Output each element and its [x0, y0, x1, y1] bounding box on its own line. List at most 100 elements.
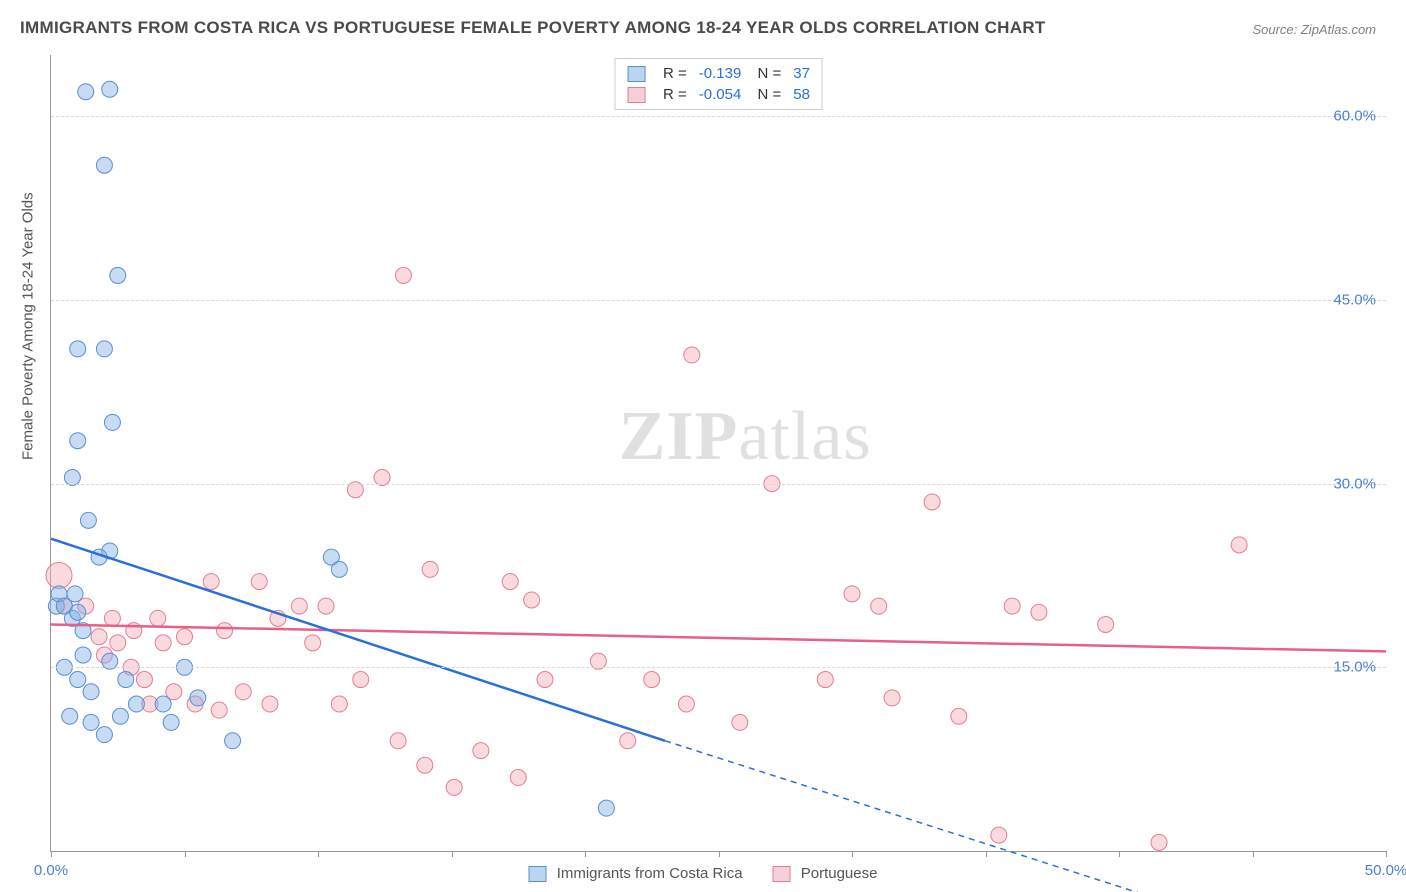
data-point-pink	[291, 598, 307, 614]
data-point-blue	[110, 267, 126, 283]
data-point-pink	[395, 267, 411, 283]
data-point-pink	[732, 714, 748, 730]
data-point-pink	[1098, 616, 1114, 632]
data-point-blue	[190, 690, 206, 706]
legend-item-blue: Immigrants from Costa Rica	[529, 865, 743, 882]
swatch-pink-icon	[773, 866, 791, 882]
data-point-blue	[83, 684, 99, 700]
x-tick	[452, 851, 453, 857]
data-point-blue	[128, 696, 144, 712]
data-point-blue	[331, 561, 347, 577]
y-tick-label: 15.0%	[1333, 659, 1376, 676]
data-point-blue	[83, 714, 99, 730]
data-point-pink	[1231, 537, 1247, 553]
data-point-pink	[203, 574, 219, 590]
data-point-blue	[155, 696, 171, 712]
data-point-blue	[70, 604, 86, 620]
data-point-pink	[446, 779, 462, 795]
data-point-blue	[163, 714, 179, 730]
x-tick-label: 50.0%	[1365, 862, 1406, 879]
data-point-pink	[390, 733, 406, 749]
data-point-pink	[644, 672, 660, 688]
data-point-pink	[473, 743, 489, 759]
x-tick	[719, 851, 720, 857]
y-axis-label: Female Poverty Among 18-24 Year Olds	[20, 192, 37, 460]
gridline-h	[51, 300, 1386, 301]
x-tick	[986, 851, 987, 857]
data-point-pink	[217, 623, 233, 639]
legend-pink-label: Portuguese	[801, 865, 878, 882]
data-point-blue	[112, 708, 128, 724]
data-point-pink	[417, 757, 433, 773]
x-tick	[185, 851, 186, 857]
x-tick	[1119, 851, 1120, 857]
data-point-blue	[96, 727, 112, 743]
data-point-pink	[871, 598, 887, 614]
data-point-pink	[1151, 834, 1167, 850]
data-point-pink	[155, 635, 171, 651]
x-tick	[1253, 851, 1254, 857]
data-point-pink	[318, 598, 334, 614]
x-tick	[852, 851, 853, 857]
data-point-blue	[118, 672, 134, 688]
data-point-pink	[684, 347, 700, 363]
data-point-blue	[70, 672, 86, 688]
gridline-h	[51, 667, 1386, 668]
x-tick	[1386, 851, 1387, 857]
data-point-pink	[150, 610, 166, 626]
data-point-pink	[104, 610, 120, 626]
data-point-pink	[46, 562, 72, 588]
data-point-pink	[524, 592, 540, 608]
legend-blue-label: Immigrants from Costa Rica	[557, 865, 743, 882]
regression-line-blue	[51, 539, 665, 741]
data-point-pink	[211, 702, 227, 718]
data-point-pink	[305, 635, 321, 651]
data-point-pink	[422, 561, 438, 577]
y-tick-label: 60.0%	[1333, 108, 1376, 125]
source-attribution: Source: ZipAtlas.com	[1252, 22, 1376, 37]
data-point-blue	[225, 733, 241, 749]
x-tick-label: 0.0%	[34, 862, 68, 879]
scatter-svg	[51, 55, 1386, 851]
data-point-pink	[110, 635, 126, 651]
data-point-pink	[1004, 598, 1020, 614]
data-point-blue	[75, 647, 91, 663]
data-point-pink	[620, 733, 636, 749]
data-point-pink	[951, 708, 967, 724]
data-point-pink	[1031, 604, 1047, 620]
legend-item-pink: Portuguese	[773, 865, 878, 882]
plot-area: ZIPatlas R = -0.139 N = 37 R = -0.054 N …	[50, 55, 1386, 852]
x-tick	[318, 851, 319, 857]
data-point-pink	[177, 629, 193, 645]
data-point-blue	[78, 84, 94, 100]
regression-line-pink	[51, 624, 1386, 651]
data-point-blue	[104, 414, 120, 430]
data-point-pink	[331, 696, 347, 712]
data-point-pink	[91, 629, 107, 645]
data-point-pink	[991, 827, 1007, 843]
data-point-blue	[96, 341, 112, 357]
x-tick	[51, 851, 52, 857]
data-point-pink	[884, 690, 900, 706]
data-point-pink	[136, 672, 152, 688]
data-point-blue	[70, 433, 86, 449]
data-point-blue	[70, 341, 86, 357]
data-point-blue	[102, 81, 118, 97]
y-tick-label: 45.0%	[1333, 291, 1376, 308]
data-point-blue	[96, 157, 112, 173]
y-tick-label: 30.0%	[1333, 475, 1376, 492]
data-point-pink	[924, 494, 940, 510]
data-point-blue	[67, 586, 83, 602]
data-point-blue	[80, 512, 96, 528]
chart-title: IMMIGRANTS FROM COSTA RICA VS PORTUGUESE…	[20, 18, 1046, 38]
data-point-pink	[844, 586, 860, 602]
data-point-pink	[353, 672, 369, 688]
data-point-pink	[251, 574, 267, 590]
data-point-pink	[678, 696, 694, 712]
data-point-blue	[62, 708, 78, 724]
data-point-pink	[235, 684, 251, 700]
swatch-blue-icon	[529, 866, 547, 882]
data-point-pink	[537, 672, 553, 688]
data-point-pink	[817, 672, 833, 688]
x-axis-legend: Immigrants from Costa Rica Portuguese	[529, 865, 878, 882]
